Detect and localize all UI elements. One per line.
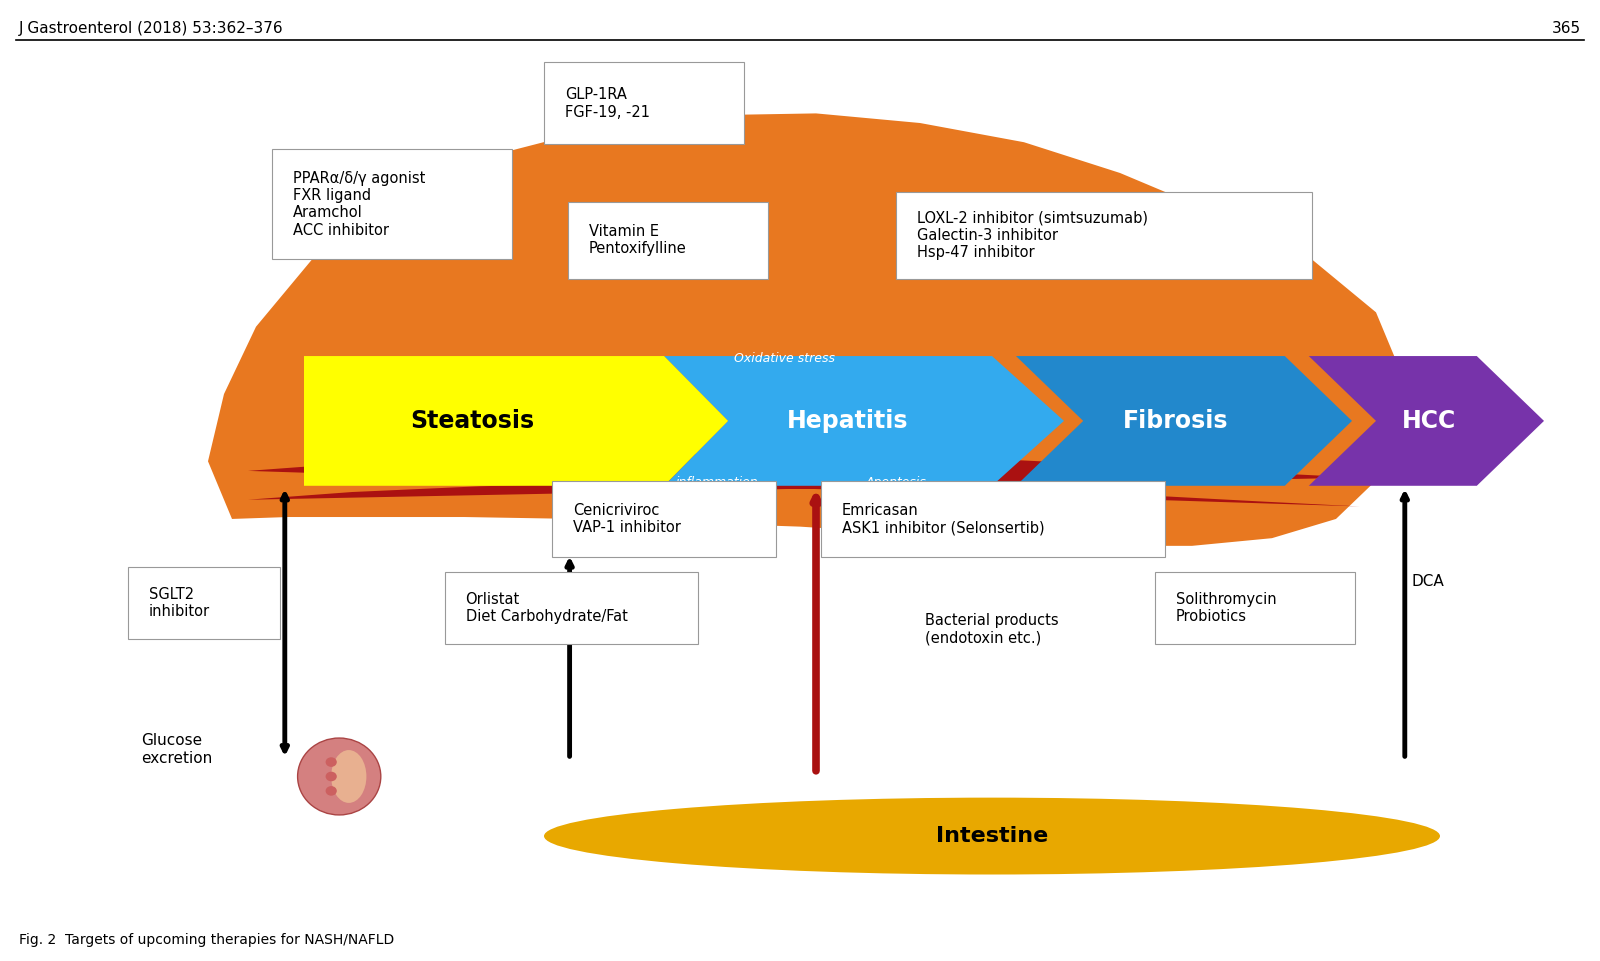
Ellipse shape [325,786,338,796]
FancyBboxPatch shape [821,480,1165,557]
Polygon shape [1016,356,1352,485]
Text: Emricasan
ASK1 inhibitor (Selonsertib): Emricasan ASK1 inhibitor (Selonsertib) [842,503,1045,535]
Text: SGLT2
inhibitor: SGLT2 inhibitor [149,587,210,619]
Text: Oxidative stress: Oxidative stress [733,352,835,365]
Text: LOXL-2 inhibitor (simtsuzumab)
Galectin-3 inhibitor
Hsp-47 inhibitor: LOXL-2 inhibitor (simtsuzumab) Galectin-… [917,210,1147,260]
FancyBboxPatch shape [128,567,280,639]
Text: Intestine: Intestine [936,826,1048,846]
FancyBboxPatch shape [544,62,744,144]
Ellipse shape [298,738,381,815]
Polygon shape [664,356,1064,485]
Text: Apoptosis: Apoptosis [866,476,926,489]
Text: Fibrosis: Fibrosis [1123,409,1229,432]
FancyBboxPatch shape [552,480,776,557]
Text: Solithromycin
Probiotics: Solithromycin Probiotics [1176,592,1277,624]
Polygon shape [304,356,728,485]
Ellipse shape [544,798,1440,875]
Text: J Gastroenterol (2018) 53:362–376: J Gastroenterol (2018) 53:362–376 [19,21,283,37]
Ellipse shape [331,750,366,803]
Polygon shape [1309,356,1544,485]
Text: Fig. 2  Targets of upcoming therapies for NASH/NAFLD: Fig. 2 Targets of upcoming therapies for… [19,933,395,947]
Text: Cenicriviroc
VAP-1 inhibitor: Cenicriviroc VAP-1 inhibitor [573,503,680,535]
FancyBboxPatch shape [568,202,768,279]
Text: inflammation: inflammation [675,476,758,489]
Polygon shape [248,454,1360,506]
Text: Orlistat
Diet Carbohydrate/Fat: Orlistat Diet Carbohydrate/Fat [466,592,627,624]
Text: Vitamin E
Pentoxifylline: Vitamin E Pentoxifylline [589,224,686,257]
Ellipse shape [325,757,338,767]
Text: PPARα/δ/γ agonist
FXR ligand
Aramchol
ACC inhibitor: PPARα/δ/γ agonist FXR ligand Aramchol AC… [293,171,426,237]
Polygon shape [208,113,1400,546]
FancyBboxPatch shape [272,149,512,259]
FancyBboxPatch shape [1155,572,1355,644]
FancyBboxPatch shape [896,192,1312,279]
FancyBboxPatch shape [445,572,698,644]
Text: HCC: HCC [1402,409,1456,432]
Text: DCA: DCA [1411,574,1443,589]
Text: Bacterial products
(endotoxin etc.): Bacterial products (endotoxin etc.) [925,613,1059,646]
Text: GLP-1RA
FGF-19, -21: GLP-1RA FGF-19, -21 [565,87,650,119]
Text: 365: 365 [1552,21,1581,37]
Text: Glucose
excretion: Glucose excretion [141,733,213,766]
Text: Steatosis: Steatosis [410,409,534,432]
Ellipse shape [325,772,338,781]
Text: Hepatitis: Hepatitis [787,409,909,432]
